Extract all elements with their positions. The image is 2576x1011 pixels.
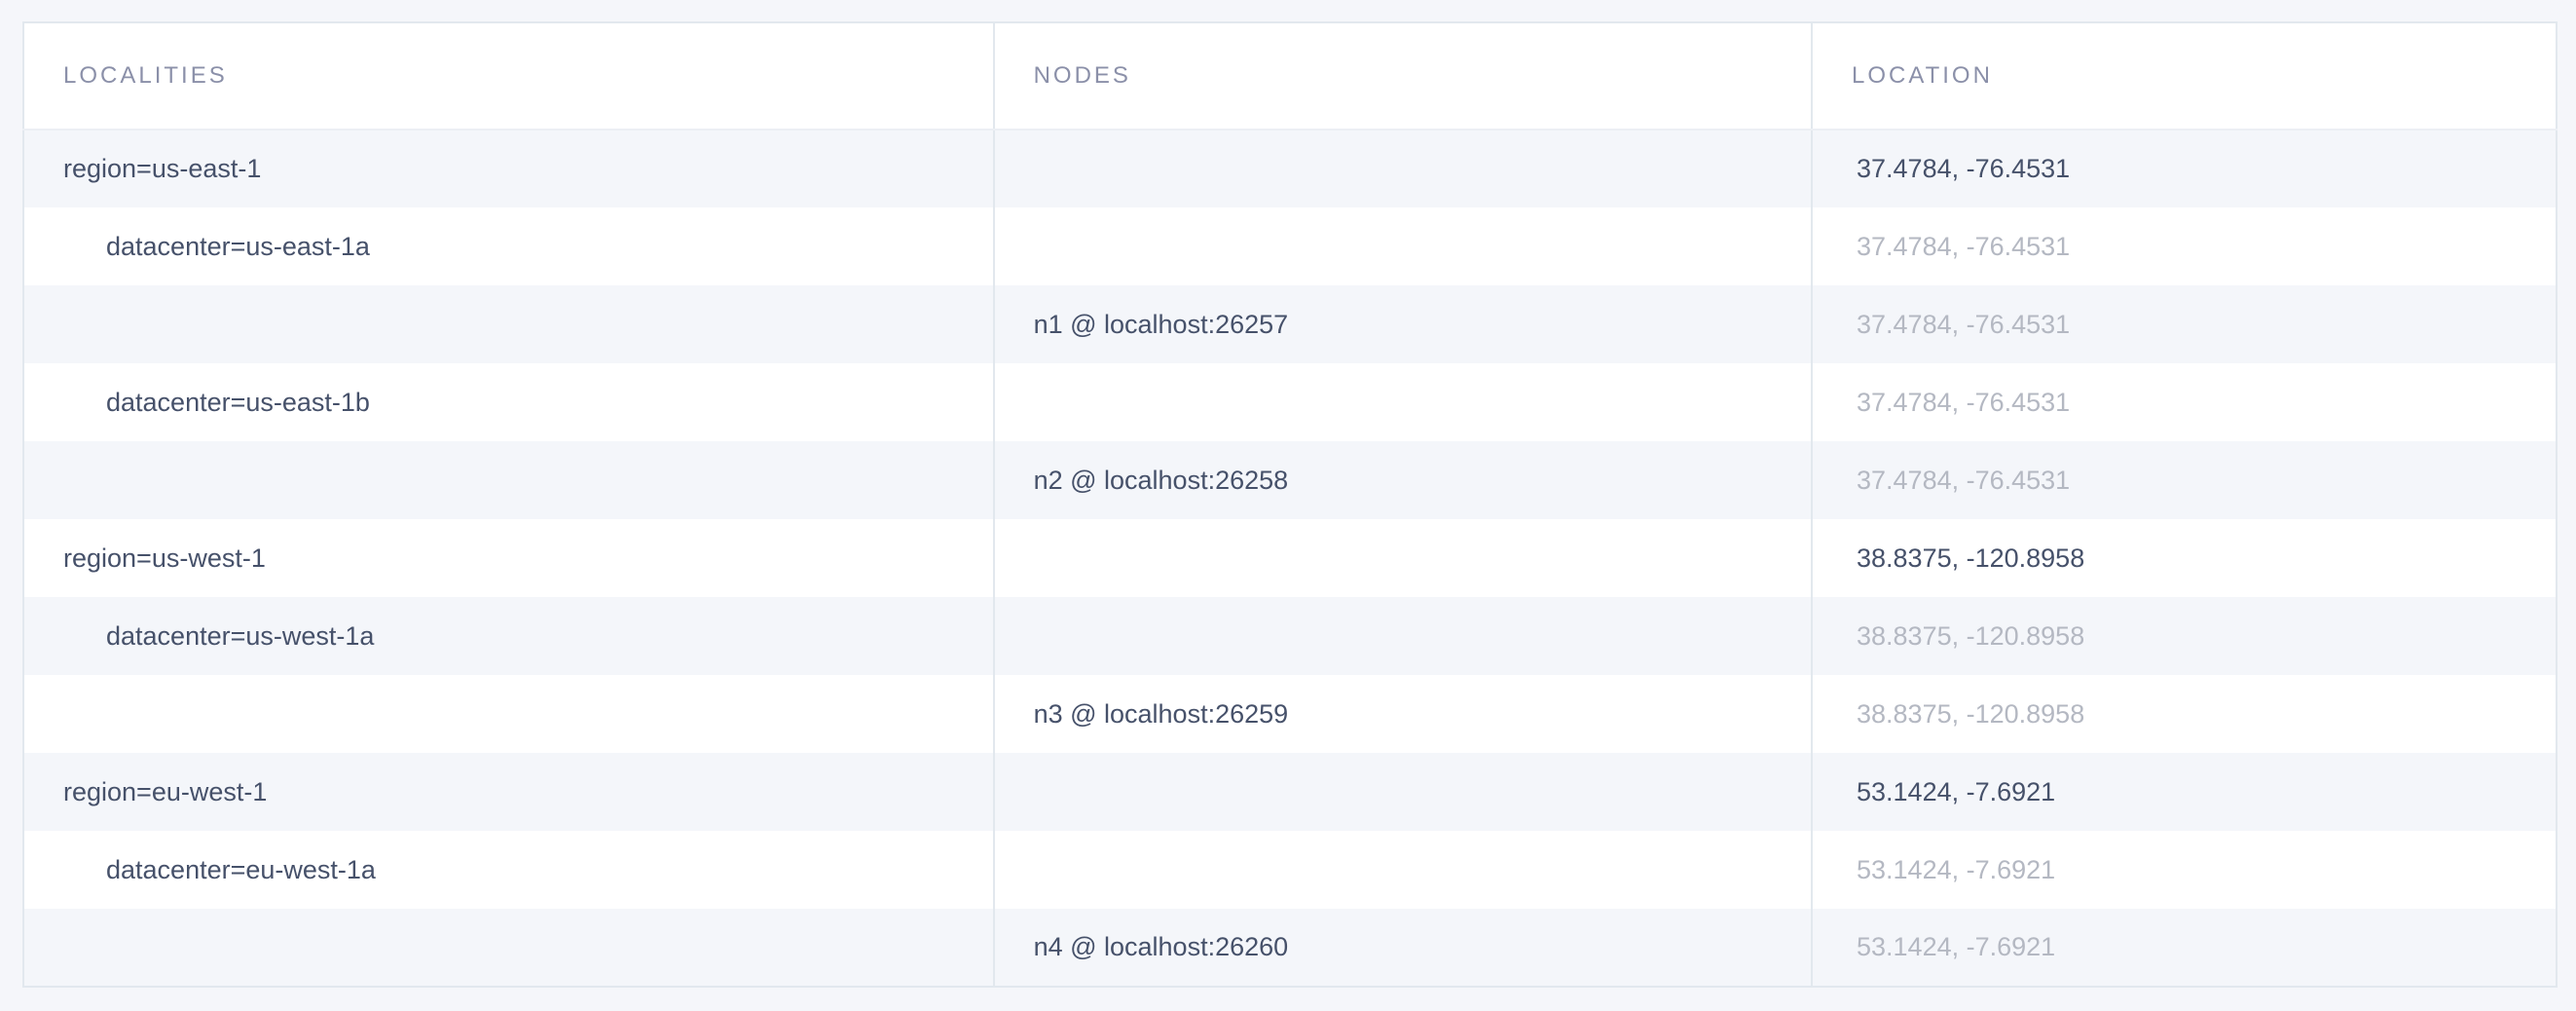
node-cell: n2 @ localhost:26258 (992, 441, 1812, 519)
node-cell (992, 207, 1812, 285)
header-row: LOCALITIES NODES LOCATION (23, 22, 2557, 131)
locality-cell: region=us-west-1 (63, 543, 266, 573)
locality-cell (23, 441, 994, 519)
location-cell: 37.4784, -76.4531 (1811, 130, 2557, 207)
localities-report: LOCALITIES NODES LOCATION region=us-east… (22, 21, 2558, 988)
location-cell: 37.4784, -76.4531 (1811, 207, 2557, 285)
table-row: datacenter=us-west-1a 38.8375, -120.8958 (23, 597, 2557, 675)
location-cell: 38.8375, -120.8958 (1811, 597, 2557, 675)
table-row: region=us-west-1 38.8375, -120.8958 (23, 519, 2557, 597)
node-cell (992, 597, 1812, 675)
location-cell: 38.8375, -120.8958 (1811, 519, 2557, 597)
node-cell: n3 @ localhost:26259 (992, 675, 1812, 753)
location-cell: 53.1424, -7.6921 (1811, 909, 2557, 987)
column-header-nodes: NODES (992, 22, 1812, 131)
locality-cell: datacenter=us-east-1a (106, 231, 370, 261)
column-header-location: LOCATION (1811, 22, 2557, 131)
table-row: n4 @ localhost:26260 53.1424, -7.6921 (23, 909, 2557, 987)
table-row: n1 @ localhost:26257 37.4784, -76.4531 (23, 285, 2557, 363)
node-cell (992, 831, 1812, 909)
table-row: n2 @ localhost:26258 37.4784, -76.4531 (23, 441, 2557, 519)
locality-cell: region=us-east-1 (23, 130, 994, 207)
node-cell (992, 519, 1812, 597)
location-cell: 37.4784, -76.4531 (1811, 285, 2557, 363)
table-row: datacenter=us-east-1a 37.4784, -76.4531 (23, 207, 2557, 285)
location-cell: 53.1424, -7.6921 (1811, 753, 2557, 831)
node-cell (992, 130, 1812, 207)
locality-cell: region=eu-west-1 (23, 753, 994, 831)
location-cell: 37.4784, -76.4531 (1811, 441, 2557, 519)
locality-cell: datacenter=us-east-1b (106, 387, 370, 417)
table-body: region=us-east-1 37.4784, -76.4531 datac… (23, 130, 2557, 987)
node-cell (992, 363, 1812, 441)
table-header: LOCALITIES NODES LOCATION (23, 22, 2557, 131)
localities-table: LOCALITIES NODES LOCATION region=us-east… (22, 21, 2558, 988)
locality-cell (23, 909, 994, 987)
table-row: region=eu-west-1 53.1424, -7.6921 (23, 753, 2557, 831)
node-cell (992, 753, 1812, 831)
location-cell: 38.8375, -120.8958 (1811, 675, 2557, 753)
location-cell: 53.1424, -7.6921 (1811, 831, 2557, 909)
node-cell: n4 @ localhost:26260 (992, 909, 1812, 987)
location-cell: 37.4784, -76.4531 (1811, 363, 2557, 441)
node-cell: n1 @ localhost:26257 (992, 285, 1812, 363)
locality-cell (23, 675, 994, 753)
table-row: region=us-east-1 37.4784, -76.4531 (23, 130, 2557, 207)
table-row: datacenter=eu-west-1a 53.1424, -7.6921 (23, 831, 2557, 909)
locality-cell (23, 285, 994, 363)
locality-cell: datacenter=eu-west-1a (106, 854, 376, 884)
table-row: n3 @ localhost:26259 38.8375, -120.8958 (23, 675, 2557, 753)
column-header-localities: LOCALITIES (23, 22, 994, 131)
locality-cell: datacenter=us-west-1a (23, 597, 994, 675)
table-row: datacenter=us-east-1b 37.4784, -76.4531 (23, 363, 2557, 441)
